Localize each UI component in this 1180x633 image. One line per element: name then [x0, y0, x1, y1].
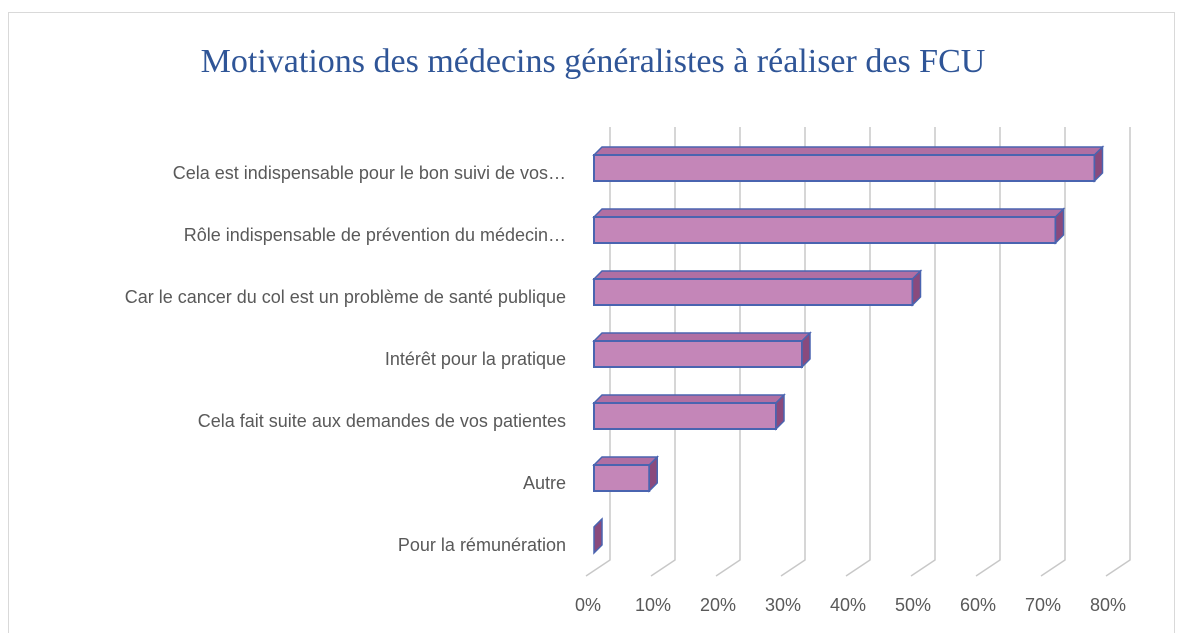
bar-top: [592, 270, 923, 280]
bar-side: [911, 269, 922, 307]
bar: [592, 145, 1105, 183]
bar-front: [593, 340, 803, 368]
x-tick-label: 40%: [830, 595, 866, 615]
bar-front: [593, 402, 777, 430]
bar: [592, 269, 923, 307]
x-tick-label: 50%: [895, 595, 931, 615]
grid-line: [1040, 127, 1066, 577]
bar: [593, 517, 603, 555]
y-tick-label: Rôle indispensable de prévention du méde…: [184, 225, 566, 245]
chart-title: Motivations des médecins généralistes à …: [201, 43, 986, 80]
grid-line: [910, 127, 936, 577]
x-tick-label: 20%: [700, 595, 736, 615]
bar-top: [592, 332, 812, 342]
chart-border: [8, 12, 1175, 633]
bar-top: [592, 456, 660, 466]
bar-side: [775, 393, 785, 431]
y-tick-label: Cela fait suite aux demandes de vos pati…: [198, 411, 566, 431]
y-tick-label: Intérêt pour la pratique: [385, 349, 566, 369]
bar-top: [592, 394, 786, 404]
grid-line: [975, 127, 1001, 577]
y-tick-label: Autre: [523, 473, 566, 493]
bar-front: [593, 154, 1096, 182]
x-tick-label: 10%: [635, 595, 671, 615]
bar-front: [593, 278, 914, 306]
bar-side: [801, 331, 811, 369]
x-tick-label: 60%: [960, 595, 996, 615]
y-tick-label: Cela est indispensable pour le bon suivi…: [173, 163, 566, 183]
bar-side: [648, 455, 658, 493]
x-tick-label: 80%: [1090, 595, 1126, 615]
x-tick-label: 70%: [1025, 595, 1061, 615]
bar-front: [593, 464, 651, 492]
bar-side: [1054, 207, 1065, 245]
x-tick-label: 30%: [765, 595, 801, 615]
bar: [592, 331, 812, 369]
x-tick-label: 0%: [575, 595, 601, 615]
bar-side: [593, 517, 603, 555]
bar-side: [1093, 145, 1104, 183]
bar: [592, 455, 660, 493]
grid-line: [1105, 127, 1131, 577]
y-tick-label: Pour la rémunération: [398, 535, 566, 555]
bar-top: [592, 208, 1066, 218]
bar-front: [593, 216, 1057, 244]
y-tick-label: Car le cancer du col est un problème de …: [125, 287, 566, 307]
bar: [592, 393, 786, 431]
bar: [592, 207, 1066, 245]
bar-top: [592, 146, 1105, 156]
